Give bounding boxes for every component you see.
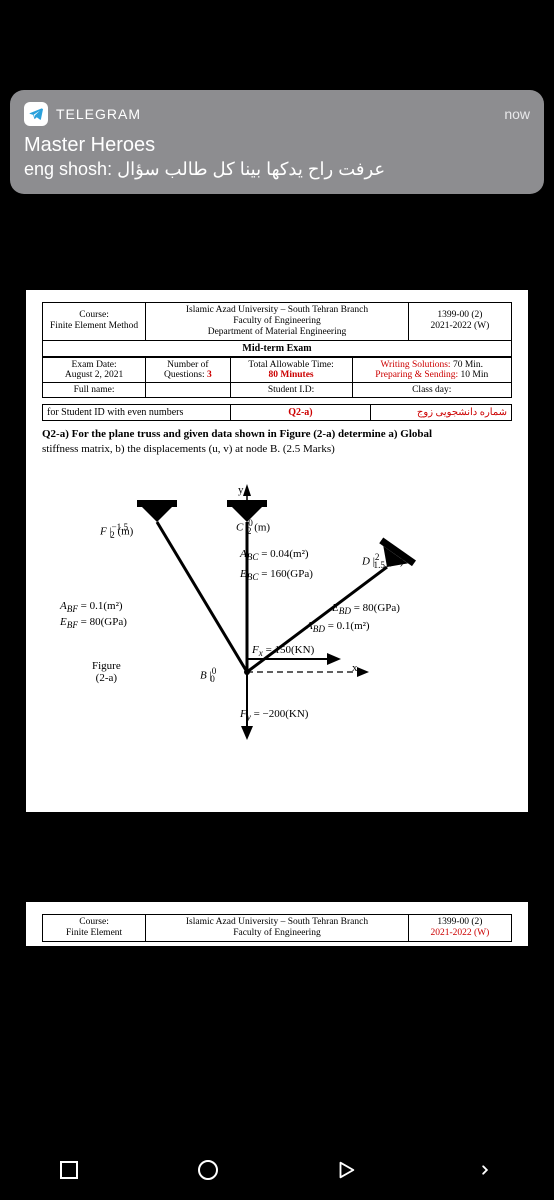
- uni2-line-2: Faculty of Engineering: [233, 928, 321, 938]
- collapse-button[interactable]: [472, 1157, 498, 1183]
- node-c-label: C |02 (m): [236, 518, 270, 536]
- uni-line-3: Department of Material Engineering: [208, 327, 347, 337]
- sid-label: Student I.D:: [268, 385, 314, 395]
- android-nav-bar: [0, 1140, 554, 1200]
- abc-label: ABC = 0.04(m²): [240, 548, 309, 562]
- tat-label: Total Allowable Time:: [248, 360, 333, 370]
- home-button[interactable]: [195, 1157, 221, 1183]
- exam-info-table: Exam Date: August 2, 2021 Number of Ques…: [42, 357, 512, 398]
- node-d-label: D |21.5 (m): [362, 552, 404, 570]
- document-viewer[interactable]: Course: Finite Element Method Islamic Az…: [0, 260, 554, 1140]
- notification-header: TELEGRAM now: [24, 102, 530, 126]
- exam-header-table-2: Course: Finite Element Islamic Azad Univ…: [42, 914, 512, 942]
- notification-time: now: [504, 106, 530, 122]
- uni-line-1: Islamic Azad University – South Tehran B…: [186, 305, 368, 315]
- x-axis-label: x: [352, 662, 358, 674]
- ebc-label: EBC = 160(GPa): [240, 568, 313, 582]
- node-b-label: B |00: [200, 666, 215, 684]
- notification-app-name: TELEGRAM: [56, 106, 496, 122]
- telegram-icon: [24, 102, 48, 126]
- notification-body-text: عرفت راح يدكها بينا كل طالب سؤال: [117, 159, 385, 179]
- term2-line-2: 2021-2022 (W): [430, 928, 489, 938]
- q2a-header: for Student ID with even numbers Q2-a) ش…: [42, 404, 512, 421]
- notification-title: Master Heroes: [24, 134, 530, 157]
- notification-body-prefix: eng shosh:: [24, 159, 112, 179]
- numq-value: 3: [207, 370, 212, 380]
- ebf-label: EBF = 80(GPa): [60, 616, 127, 630]
- ps-label: Preparing & Sending:: [375, 370, 458, 380]
- q2a-left-note: for Student ID with even numbers: [47, 407, 183, 418]
- course-label: Course:: [79, 310, 109, 320]
- ebd-label: EBD = 80(GPa): [332, 602, 400, 616]
- screen: TELEGRAM now Master Heroes eng shosh: عر…: [0, 0, 554, 1200]
- exam-header-table: Course: Finite Element Method Islamic Az…: [42, 302, 512, 341]
- fy-label: Fy = −200(KN): [240, 708, 308, 722]
- recents-button[interactable]: [56, 1157, 82, 1183]
- ws-value: 70 Min.: [453, 360, 483, 370]
- question-text: Q2-a) For the plane truss and given data…: [42, 427, 512, 457]
- fx-label: Fx = 150(KN): [252, 644, 314, 658]
- q2a-right-note: شماره دانشجویی زوج: [371, 404, 512, 420]
- numq-label: Number of Questions:: [164, 360, 209, 380]
- course-label-2: Course:: [79, 917, 109, 927]
- term-line-2: 2021-2022 (W): [430, 321, 489, 331]
- full-name-label: Full name:: [74, 385, 115, 395]
- ws-label: Writing Solutions:: [380, 360, 450, 370]
- term-line-1: 1399-00 (2): [437, 310, 482, 320]
- back-button[interactable]: [333, 1157, 359, 1183]
- tat-value: 80 Minutes: [268, 370, 313, 380]
- exam-date-label: Exam Date:: [72, 360, 117, 370]
- figure-caption: Figure(2-a): [92, 660, 121, 684]
- notification-body: eng shosh: عرفت راح يدكها بينا كل طالب س…: [24, 159, 530, 180]
- term2-line-1: 1399-00 (2): [437, 917, 482, 927]
- course-name: Finite Element Method: [50, 321, 138, 331]
- exam-page-1: Course: Finite Element Method Islamic Az…: [26, 290, 528, 812]
- y-axis-label: y: [238, 484, 244, 496]
- uni-line-2: Faculty of Engineering: [233, 316, 321, 326]
- notification-card[interactable]: TELEGRAM now Master Heroes eng shosh: عر…: [10, 90, 544, 194]
- ps-value: 10 Min: [461, 370, 489, 380]
- figure-2a: F |−1.52 (m) C |02 (m) D |21.5 (m) B |00…: [42, 462, 512, 762]
- node-f-label: F |−1.52 (m): [100, 522, 133, 540]
- exam-date: August 2, 2021: [65, 370, 123, 380]
- exam-page-2: Course: Finite Element Islamic Azad Univ…: [26, 902, 528, 946]
- class-day-label: Class day:: [412, 385, 451, 395]
- abf-label: ABF = 0.1(m²): [60, 600, 123, 614]
- abd-label: ABD = 0.1(m²): [306, 620, 370, 634]
- uni2-line-1: Islamic Azad University – South Tehran B…: [186, 917, 368, 927]
- midterm-label: Mid-term Exam: [42, 341, 512, 357]
- q2a-label: Q2-a): [230, 404, 371, 420]
- course-name-2: Finite Element: [66, 928, 122, 938]
